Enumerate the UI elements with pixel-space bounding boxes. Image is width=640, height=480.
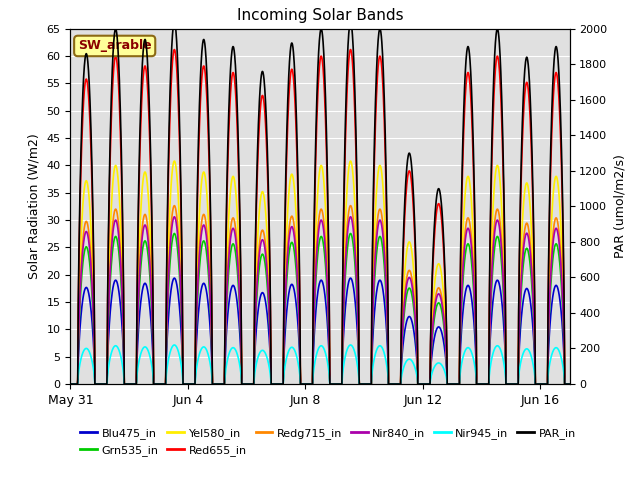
Legend: Blu475_in, Grn535_in, Yel580_in, Red655_in, Redg715_in, Nir840_in, Nir945_in, PA: Blu475_in, Grn535_in, Yel580_in, Red655_… xyxy=(76,424,580,460)
Y-axis label: Solar Radiation (W/m2): Solar Radiation (W/m2) xyxy=(28,133,41,279)
Text: SW_arable: SW_arable xyxy=(78,39,152,52)
Title: Incoming Solar Bands: Incoming Solar Bands xyxy=(237,9,403,24)
Y-axis label: PAR (umol/m2/s): PAR (umol/m2/s) xyxy=(613,155,626,258)
